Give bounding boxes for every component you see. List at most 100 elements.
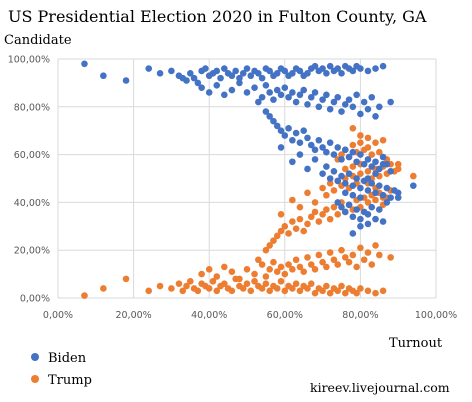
trump-point xyxy=(277,263,285,271)
biden-point xyxy=(349,67,357,75)
trump-point xyxy=(289,285,296,292)
trump-point xyxy=(353,263,360,271)
biden-point xyxy=(360,160,368,168)
trump-point xyxy=(372,242,379,249)
trump-point xyxy=(319,258,326,266)
trump-point xyxy=(387,254,394,261)
biden-point xyxy=(315,103,323,111)
biden-point xyxy=(168,67,175,75)
trump-point xyxy=(338,282,345,290)
biden-point xyxy=(319,96,326,103)
trump-point xyxy=(198,270,205,278)
trump-point xyxy=(323,263,330,271)
trump-point xyxy=(243,266,251,273)
trump-point xyxy=(338,151,345,158)
trump-point xyxy=(307,280,315,287)
biden-point xyxy=(247,72,255,80)
biden-point xyxy=(307,93,315,101)
biden-point xyxy=(296,139,304,146)
biden-point xyxy=(289,89,296,96)
trump-point xyxy=(338,246,345,254)
biden-point xyxy=(221,65,228,72)
biden-point xyxy=(100,72,107,80)
trump-point xyxy=(292,225,300,232)
biden-point xyxy=(379,62,387,70)
trump-point xyxy=(364,168,372,175)
biden-point xyxy=(289,136,296,144)
biden-point xyxy=(341,208,349,216)
biden-point xyxy=(258,74,266,82)
biden-point xyxy=(296,91,304,99)
biden-point xyxy=(353,91,360,99)
trump-point xyxy=(304,254,311,261)
biden-point xyxy=(277,127,285,134)
trump-point xyxy=(236,275,243,283)
biden-point xyxy=(315,136,323,144)
biden-point xyxy=(304,70,311,77)
trump-point xyxy=(341,289,349,297)
biden-point xyxy=(213,67,221,75)
biden-point xyxy=(266,67,273,75)
y-axis-title: Candidate xyxy=(4,33,72,48)
trump-point xyxy=(349,141,357,149)
trump-point xyxy=(368,151,376,158)
legend: Biden Trump xyxy=(31,351,92,388)
biden-point xyxy=(330,98,338,106)
trump-point xyxy=(410,172,417,180)
biden-point xyxy=(357,223,364,230)
trump-point xyxy=(360,256,368,264)
biden-point xyxy=(311,156,319,163)
trump-point xyxy=(300,268,308,276)
biden-point xyxy=(387,194,394,201)
trump-point xyxy=(330,203,338,211)
biden-point xyxy=(364,220,372,228)
trump-point xyxy=(334,287,342,295)
biden-point xyxy=(341,146,349,154)
biden-point xyxy=(349,182,357,189)
biden-point xyxy=(372,158,379,166)
trump-point xyxy=(326,179,334,187)
biden-point xyxy=(364,67,372,75)
trump-point xyxy=(330,256,338,264)
biden-point xyxy=(364,175,372,182)
biden-point xyxy=(357,215,364,223)
biden-point xyxy=(228,86,236,94)
trump-point xyxy=(296,263,304,271)
trump-point xyxy=(341,165,349,173)
tick-labels: 0,00% 20,00% 40,00% 60,00% 80,00% 100,00% 0,00… xyxy=(8,55,457,322)
trump-point xyxy=(357,132,364,139)
trump-point xyxy=(205,285,213,292)
trump-point xyxy=(394,165,402,173)
legend-biden-marker xyxy=(31,353,39,361)
biden-point xyxy=(292,98,300,106)
biden-point xyxy=(334,199,342,206)
biden-point xyxy=(300,127,308,134)
trump-point xyxy=(296,203,304,211)
biden-point xyxy=(330,168,338,175)
biden-point xyxy=(326,175,334,182)
biden-point xyxy=(277,144,285,151)
trump-point xyxy=(289,196,296,204)
trump-point xyxy=(251,270,258,278)
biden-point xyxy=(357,151,364,158)
trump-point xyxy=(323,191,330,199)
trump-point xyxy=(304,189,311,197)
trump-point xyxy=(379,136,387,144)
trump-point xyxy=(319,211,326,218)
trump-point xyxy=(364,134,372,142)
biden-point xyxy=(266,113,273,120)
biden-point xyxy=(270,96,277,103)
biden-point xyxy=(334,144,342,151)
biden-point xyxy=(383,184,391,192)
trump-point xyxy=(349,163,357,170)
biden-point xyxy=(239,70,247,77)
trump-point xyxy=(266,287,273,295)
trump-point xyxy=(364,249,372,256)
trump-point xyxy=(213,287,221,295)
biden-point xyxy=(357,65,364,72)
biden-point xyxy=(292,129,300,137)
biden-point xyxy=(376,103,383,111)
biden-point xyxy=(190,74,198,82)
biden-point xyxy=(300,86,308,94)
trump-point xyxy=(357,170,364,178)
